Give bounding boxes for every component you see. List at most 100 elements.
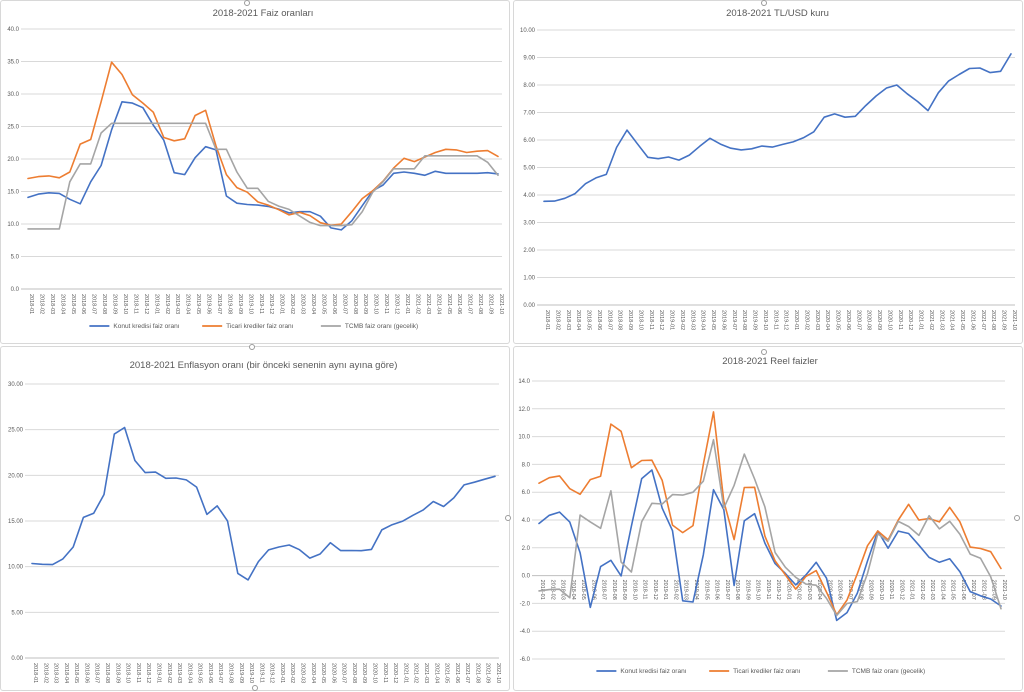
x-axis-tick-label: 2019-10 xyxy=(762,310,768,330)
x-axis-tick-label: 2020-02 xyxy=(289,294,295,314)
legend-label[interactable]: TCMB faiz oranı (gecelik) xyxy=(852,668,925,675)
x-axis-tick-label: 2018-10 xyxy=(631,580,637,600)
y-axis-tick-label: 35.0 xyxy=(7,60,19,66)
x-axis-tick-label: 2020-04 xyxy=(310,294,316,314)
series-line-ticari-krediler-faiz-oran-[interactable] xyxy=(27,61,499,227)
x-axis-tick-label: 2018-11 xyxy=(135,663,141,683)
legend-label[interactable]: TCMB faiz oranı (gecelik) xyxy=(345,323,418,330)
y-axis-tick-label: -4.0 xyxy=(520,629,531,635)
x-axis-tick-label: 2019-02 xyxy=(672,580,678,600)
series-line-enflasyon-oran-[interactable] xyxy=(31,426,496,581)
x-axis-tick-label: 2018-08 xyxy=(617,310,623,330)
x-axis-tick-label: 2018-10 xyxy=(637,310,643,330)
series-line-tcmb-faiz-oran-gecelik-[interactable] xyxy=(538,438,1002,617)
series-line-tcmb-faiz-oran-gecelik-[interactable] xyxy=(27,122,499,230)
chart-panel-reel-faizler[interactable]: 2018-2021 Reel faizler -6.0 -4.0 -2.0 0.0 2.0… xyxy=(513,346,1023,691)
x-axis-tick-label: 2018-09 xyxy=(112,294,118,314)
x-axis-tick-label: 2018-07 xyxy=(606,310,612,330)
legend-label[interactable]: Konut kredisi faiz oranı xyxy=(113,323,179,330)
x-axis-tick-label: 2019-06 xyxy=(207,663,213,683)
x-axis-tick-label: 2018-06 xyxy=(590,580,596,600)
x-axis-tick-label: 2019-06 xyxy=(720,310,726,330)
legend-label[interactable]: Ticari krediler faiz oranı xyxy=(733,668,801,675)
x-axis-tick-label: 2020-11 xyxy=(888,580,894,600)
x-axis-tick-label: 2020-12 xyxy=(394,294,400,314)
x-axis-tick-label: 2018-05 xyxy=(70,294,76,314)
y-axis-tick-label: -2.0 xyxy=(520,601,531,607)
selection-handle[interactable] xyxy=(761,0,767,6)
x-axis-tick-label: 2019-11 xyxy=(772,310,778,330)
series-line-konut-kredisi-faiz-oran-[interactable] xyxy=(538,469,1002,622)
y-axis-tick-label: 8.0 xyxy=(522,462,531,468)
x-axis-tick-label: 2021-05 xyxy=(446,294,452,314)
x-axis-tick-label: 2020-02 xyxy=(796,580,802,600)
x-axis-tick-label: 2019-11 xyxy=(258,294,264,314)
x-axis-tick-label: 2020-09 xyxy=(361,663,367,683)
x-axis-tick-label: 2020-07 xyxy=(341,663,347,683)
x-axis-tick-label: 2019-12 xyxy=(269,663,275,683)
x-axis-tick-label: 2018-04 xyxy=(59,294,65,314)
x-axis-tick-label: 2019-02 xyxy=(166,663,172,683)
x-axis-tick-label: 2020-07 xyxy=(855,310,861,330)
x-axis-tick-label: 2021-02 xyxy=(414,294,420,314)
y-axis-tick-label: 1.00 xyxy=(523,276,535,282)
x-axis-tick-label: 2019-01 xyxy=(155,663,161,683)
series-line-ticari-krediler-faiz-oran-[interactable] xyxy=(538,411,1002,616)
chart-panel-enflasyon[interactable]: 2018-2021 Enflasyon oranı (bir önceki se… xyxy=(0,346,510,691)
x-axis-tick-label: 2019-08 xyxy=(741,310,747,330)
y-axis-tick-label: 20.00 xyxy=(8,473,24,479)
x-axis-tick-label: 2021-10 xyxy=(1011,310,1017,330)
selection-handle[interactable] xyxy=(1014,515,1020,521)
y-axis-tick-label: 10.00 xyxy=(520,28,536,34)
series-line-tl-usd[interactable] xyxy=(543,53,1012,203)
legend-label[interactable]: Ticari krediler faiz oranı xyxy=(226,323,294,330)
x-axis-tick-label: 2020-03 xyxy=(814,310,820,330)
x-axis-tick-label: 2020-03 xyxy=(300,294,306,314)
x-axis-tick-label: 2018-05 xyxy=(73,663,79,683)
legend-label[interactable]: Konut kredisi faiz oranı xyxy=(620,668,686,675)
selection-handle[interactable] xyxy=(505,515,511,521)
x-axis-tick-label: 2020-01 xyxy=(785,580,791,600)
y-axis-tick-label: 4.0 xyxy=(522,518,531,524)
selection-handle[interactable] xyxy=(252,685,258,691)
x-axis-tick-label: 2021-04 xyxy=(949,310,955,330)
x-axis-tick-label: 2019-07 xyxy=(724,580,730,600)
x-axis-tick-label: 2019-11 xyxy=(258,663,264,683)
x-axis-tick-label: 2019-06 xyxy=(206,294,212,314)
series-line-konut-kredisi-faiz-oran-[interactable] xyxy=(27,101,499,231)
chart-panel-tl-usd[interactable]: 2018-2021 TL/USD kuru 0.00 1.00 2.00 3.00 4.0… xyxy=(513,0,1023,344)
x-axis-tick-label: 2021-08 xyxy=(477,294,483,314)
x-axis-tick-label: 2020-08 xyxy=(866,310,872,330)
x-axis-tick-label: 2020-01 xyxy=(793,310,799,330)
selection-handle[interactable] xyxy=(249,344,255,350)
x-axis-tick-label: 2018-02 xyxy=(554,310,560,330)
x-axis-tick-label: 2020-09 xyxy=(868,580,874,600)
tl-usd-chart: 2018-2021 TL/USD kuru 0.00 1.00 2.00 3.00 4.0… xyxy=(520,8,1017,330)
x-axis-tick-label: 2018-02 xyxy=(38,294,44,314)
x-axis-tick-label: 2019-01 xyxy=(153,294,159,314)
x-axis-tick-label: 2020-12 xyxy=(392,663,398,683)
y-axis-tick-label: 14.0 xyxy=(518,379,530,385)
selection-handle[interactable] xyxy=(761,349,767,355)
y-axis-tick-label: 10.00 xyxy=(8,565,24,571)
x-axis-tick-label: 2020-10 xyxy=(886,310,892,330)
x-axis-tick-label: 2019-09 xyxy=(237,294,243,314)
x-axis-tick-label: 2019-12 xyxy=(783,310,789,330)
x-axis-tick-label: 2021-07 xyxy=(980,310,986,330)
y-axis-tick-label: 0.00 xyxy=(523,303,535,309)
chart-panel-faiz-oranlari[interactable]: 2018-2021 Faiz oranları 0.0 5.0 10.0 15.0 20.… xyxy=(0,0,510,344)
y-axis-tick-label: 6.00 xyxy=(523,138,535,144)
x-axis-tick-label: 2018-06 xyxy=(83,663,89,683)
enflasyon-chart: 2018-2021 Enflasyon oranı (bir önceki se… xyxy=(8,360,501,683)
x-axis-tick-label: 2021-08 xyxy=(990,310,996,330)
selection-handle[interactable] xyxy=(244,0,250,6)
x-axis-tick-label: 2019-07 xyxy=(216,294,222,314)
x-axis-tick-label: 2020-07 xyxy=(847,580,853,600)
x-axis-tick-label: 2021-06 xyxy=(969,310,975,330)
x-axis-tick-label: 2020-06 xyxy=(837,580,843,600)
faiz-oranlari-chart: 2018-2021 Faiz oranları 0.0 5.0 10.0 15.0 20.… xyxy=(7,8,504,330)
y-axis-tick-label: 0.0 xyxy=(522,574,531,580)
x-axis-tick-label: 2020-02 xyxy=(803,310,809,330)
x-axis-tick-label: 2018-12 xyxy=(652,580,658,600)
chart-title: 2018-2021 Faiz oranları xyxy=(213,8,314,19)
